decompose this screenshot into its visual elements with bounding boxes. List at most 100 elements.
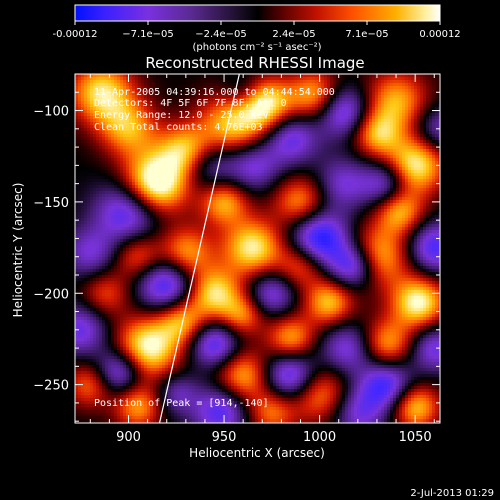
heatmap-cell — [138, 140, 142, 144]
heatmap-cell — [267, 140, 271, 144]
heatmap-cell — [267, 116, 271, 120]
heatmap-cell — [129, 89, 133, 93]
heatmap-cell — [414, 110, 418, 114]
heatmap-cell — [291, 92, 295, 96]
heatmap-cell — [348, 158, 352, 162]
heatmap-cell — [213, 110, 217, 114]
heatmap-cell — [180, 143, 184, 147]
heatmap-cell — [285, 194, 289, 198]
heatmap-cell — [315, 164, 319, 168]
heatmap-cell — [363, 164, 367, 168]
heatmap-cell — [384, 113, 388, 117]
heatmap-cell — [369, 164, 373, 168]
heatmap-cell — [369, 92, 373, 96]
heatmap-cell — [111, 170, 115, 174]
heatmap-cell — [306, 125, 310, 129]
heatmap-cell — [111, 95, 115, 99]
heatmap-cell — [192, 179, 196, 183]
heatmap-cell — [357, 161, 361, 165]
heatmap-cell — [420, 131, 424, 135]
heatmap-cell — [150, 146, 154, 150]
heatmap-cell — [96, 110, 100, 114]
heatmap-cell — [234, 161, 238, 165]
heatmap-cell — [159, 116, 163, 120]
heatmap-cell — [324, 95, 328, 99]
heatmap-cell — [87, 125, 91, 129]
heatmap-cell — [219, 164, 223, 168]
heatmap-cell — [120, 182, 124, 186]
heatmap-cell — [381, 74, 385, 78]
heatmap-cell — [237, 179, 241, 183]
heatmap-cell — [426, 74, 430, 78]
heatmap-cell — [96, 83, 100, 87]
heatmap-cell — [402, 95, 406, 99]
heatmap-cell — [411, 179, 415, 183]
heatmap-cell — [303, 191, 307, 195]
heatmap-cell — [324, 104, 328, 108]
heatmap-cell — [294, 77, 298, 81]
heatmap-cell — [165, 152, 169, 156]
heatmap-cell — [315, 173, 319, 177]
heatmap-cell — [435, 140, 439, 144]
heatmap-cell — [279, 194, 283, 198]
heatmap-cell — [171, 92, 175, 96]
heatmap-cell — [228, 80, 232, 84]
heatmap-cell — [378, 137, 382, 141]
heatmap-cell — [366, 179, 370, 183]
heatmap-cell — [132, 74, 136, 78]
heatmap-cell — [291, 143, 295, 147]
heatmap-cell — [147, 152, 151, 156]
heatmap-cell — [396, 95, 400, 99]
heatmap-cell — [312, 113, 316, 117]
heatmap-cell — [81, 158, 85, 162]
heatmap-cell — [408, 149, 412, 153]
heatmap-cell — [255, 188, 259, 192]
heatmap-cell — [90, 173, 94, 177]
heatmap-cell — [411, 176, 415, 180]
heatmap-cell — [255, 77, 259, 81]
heatmap-cell — [150, 155, 154, 159]
heatmap-cell — [261, 83, 265, 87]
heatmap-cell — [105, 137, 109, 141]
heatmap-cell — [168, 134, 172, 138]
heatmap-cell — [108, 146, 112, 150]
heatmap-cell — [324, 167, 328, 171]
heatmap-cell — [255, 101, 259, 105]
heatmap-cell — [330, 137, 334, 141]
heatmap-cell — [291, 176, 295, 180]
heatmap-cell — [177, 125, 181, 129]
heatmap-cell — [405, 143, 409, 147]
heatmap-cell — [393, 188, 397, 192]
heatmap-cell — [171, 122, 175, 126]
heatmap-cell — [90, 170, 94, 174]
heatmap-cell — [288, 125, 292, 129]
heatmap-cell — [105, 170, 109, 174]
heatmap-cell — [375, 191, 379, 195]
heatmap-cell — [156, 146, 160, 150]
heatmap-cell — [276, 191, 280, 195]
heatmap-cell — [417, 188, 421, 192]
heatmap-cell — [297, 95, 301, 99]
heatmap-cell — [351, 179, 355, 183]
heatmap-cell — [387, 119, 391, 123]
heatmap-cell — [252, 149, 256, 153]
heatmap-cell — [141, 107, 145, 111]
heatmap-cell — [258, 179, 262, 183]
heatmap-cell — [255, 116, 259, 120]
heatmap-cell — [141, 176, 145, 180]
heatmap-cell — [411, 86, 415, 90]
heatmap-cell — [186, 116, 190, 120]
heatmap-cell — [240, 83, 244, 87]
heatmap-cell — [345, 185, 349, 189]
heatmap-cell — [363, 107, 367, 111]
heatmap-cell — [336, 146, 340, 150]
heatmap-cell — [180, 104, 184, 108]
heatmap-cell — [366, 77, 370, 81]
heatmap-cell — [417, 110, 421, 114]
heatmap-cell — [399, 155, 403, 159]
heatmap-cell — [411, 104, 415, 108]
heatmap-cell — [198, 167, 202, 171]
heatmap-cell — [105, 161, 109, 165]
heatmap-cell — [135, 128, 139, 132]
heatmap-cell — [213, 149, 217, 153]
